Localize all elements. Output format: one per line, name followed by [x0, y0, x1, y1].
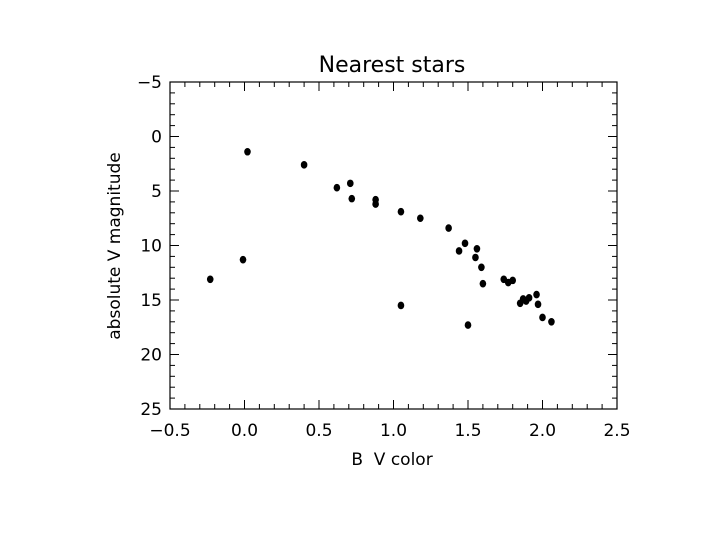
data-point — [445, 224, 452, 232]
axis-ticks — [169, 81, 618, 410]
data-point — [372, 200, 379, 208]
y-tick-label: 10 — [140, 237, 162, 257]
data-point — [478, 263, 485, 272]
y-tick-labels: −5 0 5 10 15 20 25 — [137, 73, 162, 420]
y-tick-label: −5 — [137, 73, 162, 93]
data-point — [244, 147, 251, 156]
data-point — [417, 214, 424, 223]
x-tick-label: −0.5 — [149, 421, 190, 441]
y-tick-label: 5 — [151, 182, 162, 202]
x-tick-label: 1.5 — [454, 421, 481, 441]
data-point — [455, 247, 463, 255]
y-tick-label: 25 — [140, 400, 162, 420]
data-point — [397, 301, 405, 310]
y-tick-label: 15 — [140, 291, 162, 311]
x-tick-labels: −0.5 0.0 0.5 1.0 1.5 2.0 2.5 — [149, 421, 630, 441]
data-point — [525, 294, 533, 302]
data-point — [206, 275, 214, 284]
data-point — [473, 244, 481, 253]
x-tick-label: 2.5 — [603, 421, 630, 441]
data-point — [346, 179, 354, 188]
data-point — [461, 239, 469, 248]
data-point — [348, 194, 356, 203]
data-point — [548, 318, 555, 326]
data-points — [206, 147, 555, 329]
data-point — [464, 321, 472, 329]
x-tick-label: 0.5 — [305, 421, 332, 441]
x-tick-label: 1.0 — [380, 421, 407, 441]
data-point — [239, 255, 247, 264]
y-tick-label: 0 — [151, 128, 162, 148]
y-axis-label: absolute V magnitude — [105, 152, 125, 339]
plot-frame — [169, 81, 618, 410]
data-point — [509, 276, 516, 285]
data-point — [472, 253, 479, 262]
data-point — [333, 183, 341, 192]
chart-title: Nearest stars — [319, 53, 466, 78]
data-point — [479, 279, 487, 288]
data-point — [539, 313, 546, 322]
x-tick-label: 2.0 — [529, 421, 556, 441]
data-point — [533, 290, 540, 299]
x-tick-label: 0.0 — [231, 421, 258, 441]
data-point — [300, 161, 308, 169]
data-point — [534, 300, 542, 309]
y-tick-label: 20 — [140, 346, 162, 366]
x-axis-label: B V color — [351, 450, 432, 470]
data-point — [397, 207, 405, 216]
